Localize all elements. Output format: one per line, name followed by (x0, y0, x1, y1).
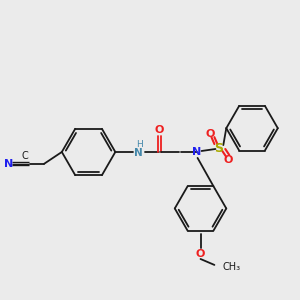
Text: C: C (22, 151, 28, 161)
Text: O: O (206, 129, 215, 139)
Text: N: N (4, 159, 13, 169)
Text: N: N (192, 147, 201, 157)
Text: H: H (136, 140, 143, 149)
Text: O: O (154, 125, 164, 135)
Text: O: O (196, 249, 205, 259)
Text: N: N (134, 148, 143, 158)
Text: S: S (214, 142, 223, 154)
Text: CH₃: CH₃ (222, 262, 240, 272)
Text: O: O (224, 155, 233, 165)
